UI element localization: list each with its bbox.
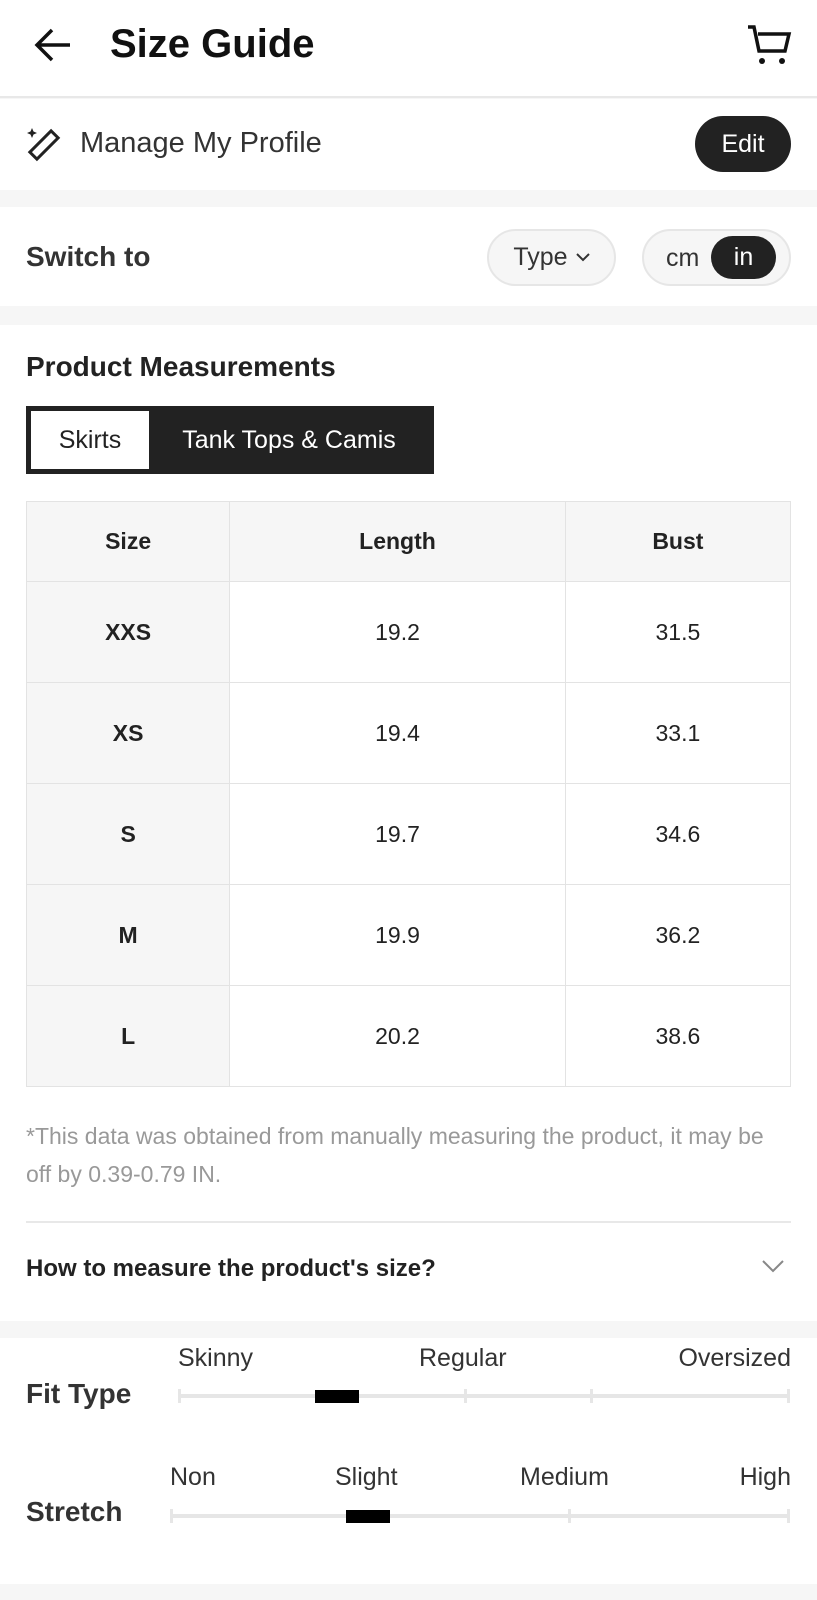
type-label: Type [513,243,568,271]
value-cell: 38.6 [564,985,792,1087]
stretch-level: Slight [335,1463,398,1491]
switch-label: Switch to [26,241,151,272]
tab-skirts[interactable]: Skirts [31,411,149,469]
column-header: Size [25,501,231,582]
column-header: Length [229,501,566,582]
ruler-sparkle-icon [27,128,61,162]
how-to-measure[interactable]: How to measure the product's size? [26,1255,436,1282]
unit-in[interactable]: in [711,236,776,279]
table-row: L 20.2 38.6 [25,985,792,1087]
fit-marker [315,1390,360,1403]
stretch-level: Medium [520,1463,609,1491]
value-cell: 33.1 [564,682,792,784]
unit-cm[interactable]: cm [666,244,700,272]
size-table: Size Length Bust XXS 19.2 31.5 XS 19.4 33.1 S 1… [25,501,792,1087]
value-cell: 36.2 [564,884,792,986]
value-cell: 19.9 [229,884,566,986]
cart-icon[interactable] [746,24,792,66]
arrow-left-icon[interactable] [34,26,72,64]
size-cell: XXS [25,581,231,683]
column-header: Bust [564,501,792,582]
fit-scale [178,1389,790,1403]
value-cell: 31.5 [564,581,792,683]
tab-tank-tops[interactable]: Tank Tops & Camis [182,425,396,454]
manage-profile-label: Manage My Profile [80,127,322,159]
size-cell: L [25,985,231,1087]
category-tabs: Skirts Tank Tops & Camis [26,406,434,474]
fit-level: Skinny [178,1344,254,1372]
value-cell: 34.6 [564,783,792,885]
fit-type-label: Fit Type [26,1378,132,1409]
stretch-level: Non [170,1463,216,1491]
table-row: XS 19.4 33.1 [25,682,792,784]
table-row: M 19.9 36.2 [25,884,792,986]
chevron-down-icon[interactable] [762,1260,784,1273]
stretch-label: Stretch [26,1496,123,1527]
stretch-marker [346,1510,391,1523]
chevron-down-icon [575,253,590,262]
value-cell: 20.2 [229,985,566,1087]
divider [26,1221,791,1223]
header: Size Guide [0,0,817,98]
value-cell: 19.2 [229,581,566,683]
type-dropdown[interactable]: Type [487,229,616,286]
size-cell: M [25,884,231,986]
fit-section: Fit Type Skinny Regular Oversized Stretc… [0,1338,817,1584]
stretch-scale [170,1509,790,1523]
value-cell: 19.4 [229,682,566,784]
edit-button[interactable]: Edit [695,116,791,172]
table-row: S 19.7 34.6 [25,783,792,885]
page-title: Size Guide [110,22,315,66]
stretch-level: High [739,1463,791,1491]
measurement-note: *This data was obtained from manually me… [26,1123,764,1187]
switch-row: Switch to Type cm in [0,207,817,306]
size-cell: S [25,783,231,885]
fit-level: Regular [419,1344,507,1372]
product-measurements: Product Measurements Skirts Tank Tops & … [0,325,817,1321]
size-cell: XS [25,682,231,784]
section-title: Product Measurements [26,351,336,382]
value-cell: 19.7 [229,783,566,885]
fit-level: Oversized [678,1344,791,1372]
table-row: XXS 19.2 31.5 [25,581,792,683]
manage-profile-row[interactable]: Manage My Profile Edit [0,99,817,190]
unit-toggle[interactable]: cm in [642,229,791,286]
